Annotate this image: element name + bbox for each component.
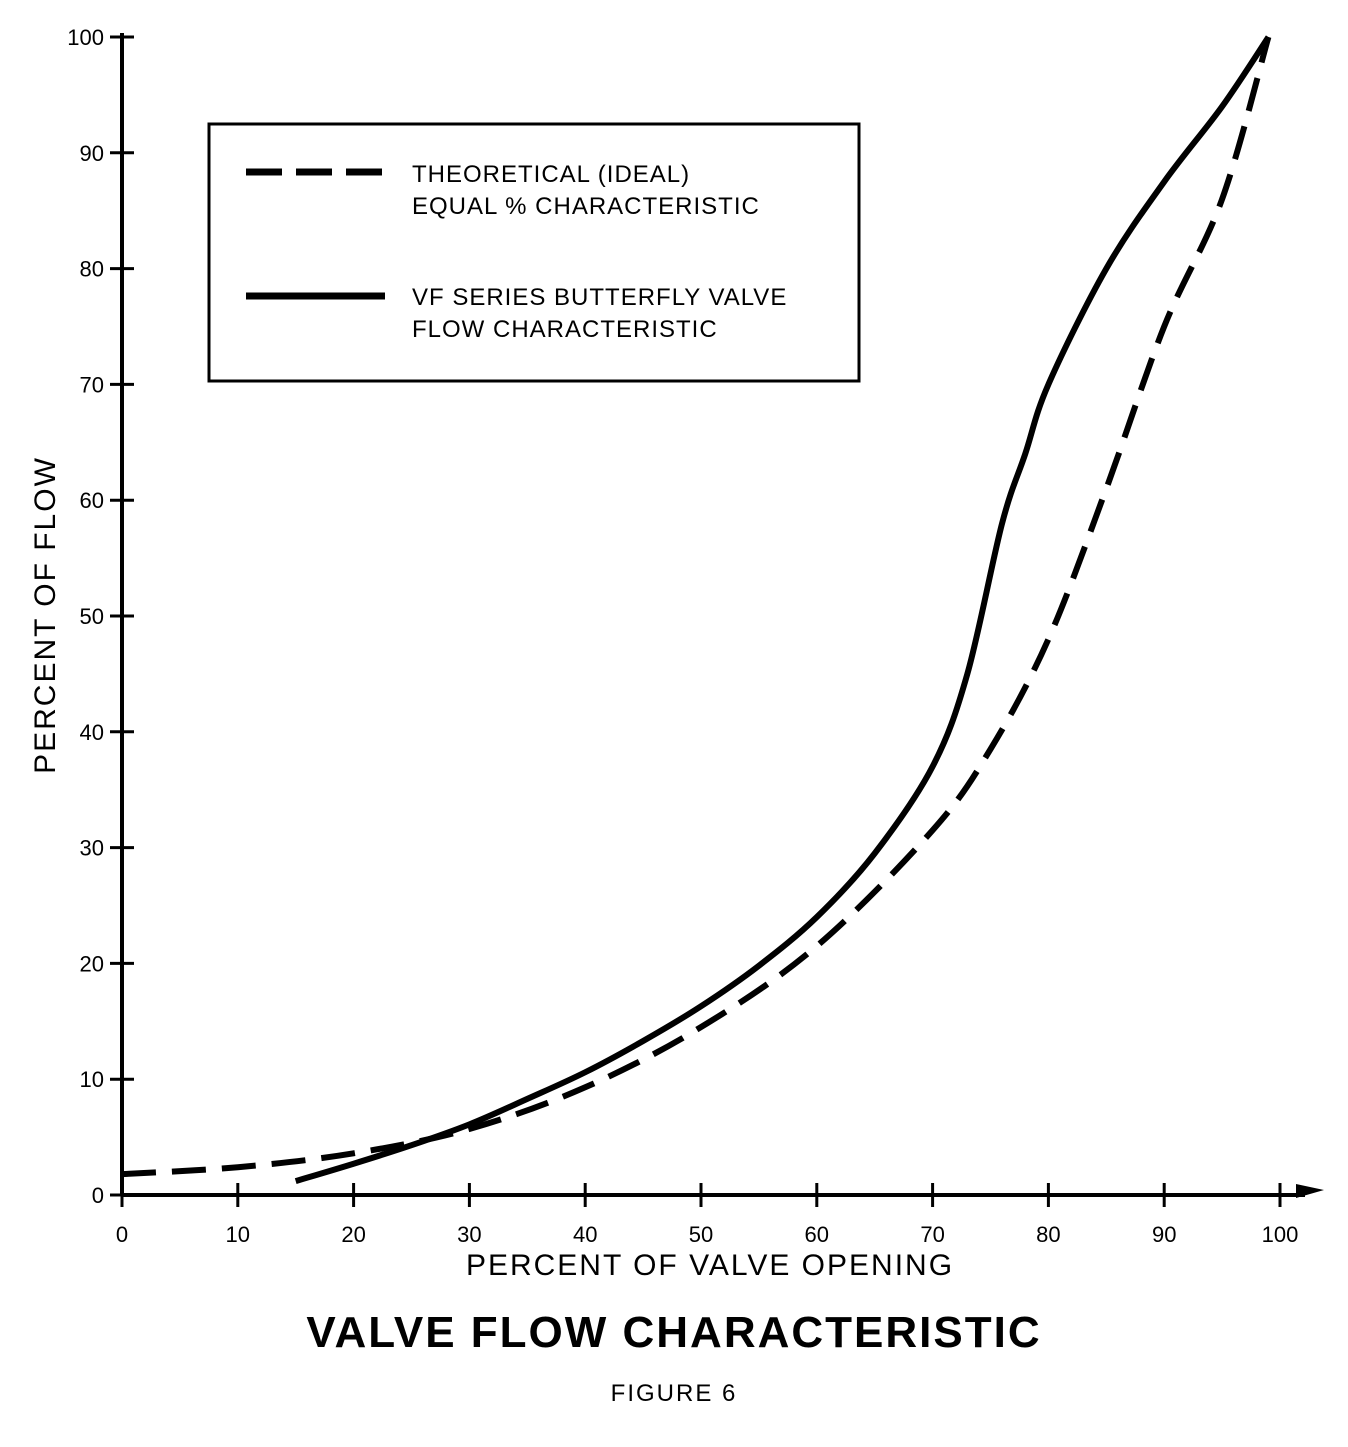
chart-legend: THEORETICAL (IDEAL) EQUAL % CHARACTERISTI… (207, 122, 861, 383)
x-tick-label: 70 (920, 1222, 944, 1247)
x-tick-label: 0 (116, 1222, 128, 1247)
chart-series (121, 35, 1272, 1184)
y-tick-label: 90 (80, 141, 104, 166)
chart-ticks: 0 10 20 30 40 50 60 70 80 90 100 0 10 20 30 40 50 60 70 80 9… (67, 25, 1298, 1247)
figure-caption: FIGURE 6 (610, 1380, 738, 1407)
legend-box (207, 122, 861, 383)
x-tick-label: 60 (805, 1222, 829, 1247)
x-tick-label: 50 (689, 1222, 713, 1247)
x-tick-label: 10 (226, 1222, 250, 1247)
legend-label: EQUAL % CHARACTERISTIC (412, 193, 760, 220)
y-tick-label: 30 (80, 836, 104, 861)
x-tick-label: 20 (341, 1222, 365, 1247)
y-tick-label: 60 (80, 488, 104, 513)
x-tick-label: 100 (1262, 1222, 1299, 1247)
series-line-vf-butterfly (294, 35, 1271, 1184)
x-tick-label: 30 (457, 1222, 481, 1247)
x-tick-label: 90 (1152, 1222, 1176, 1247)
y-tick-label: 0 (92, 1183, 104, 1208)
x-tick-label: 40 (573, 1222, 597, 1247)
y-tick-label: 50 (80, 604, 104, 629)
chart-title: VALVE FLOW CHARACTERISTIC (306, 1308, 1042, 1357)
y-tick-label: 80 (80, 257, 104, 282)
y-tick-label: 40 (80, 720, 104, 745)
y-tick-label: 70 (80, 372, 104, 397)
y-axis-label: PERCENT OF FLOW (29, 456, 62, 774)
y-tick-label: 100 (67, 25, 104, 50)
series-line-theoretical (121, 36, 1272, 1178)
legend-label: THEORETICAL (IDEAL) (412, 161, 690, 188)
x-axis-label: PERCENT OF VALVE OPENING (466, 1249, 954, 1282)
legend-label: VF SERIES BUTTERFLY VALVE (412, 284, 787, 311)
y-tick-label: 10 (80, 1067, 104, 1092)
x-axis-arrow-icon (1296, 1184, 1324, 1198)
legend-label: FLOW CHARACTERISTIC (412, 316, 718, 343)
y-tick-label: 20 (80, 951, 104, 976)
x-tick-label: 80 (1036, 1222, 1060, 1247)
chart-axes (120, 33, 1324, 1198)
